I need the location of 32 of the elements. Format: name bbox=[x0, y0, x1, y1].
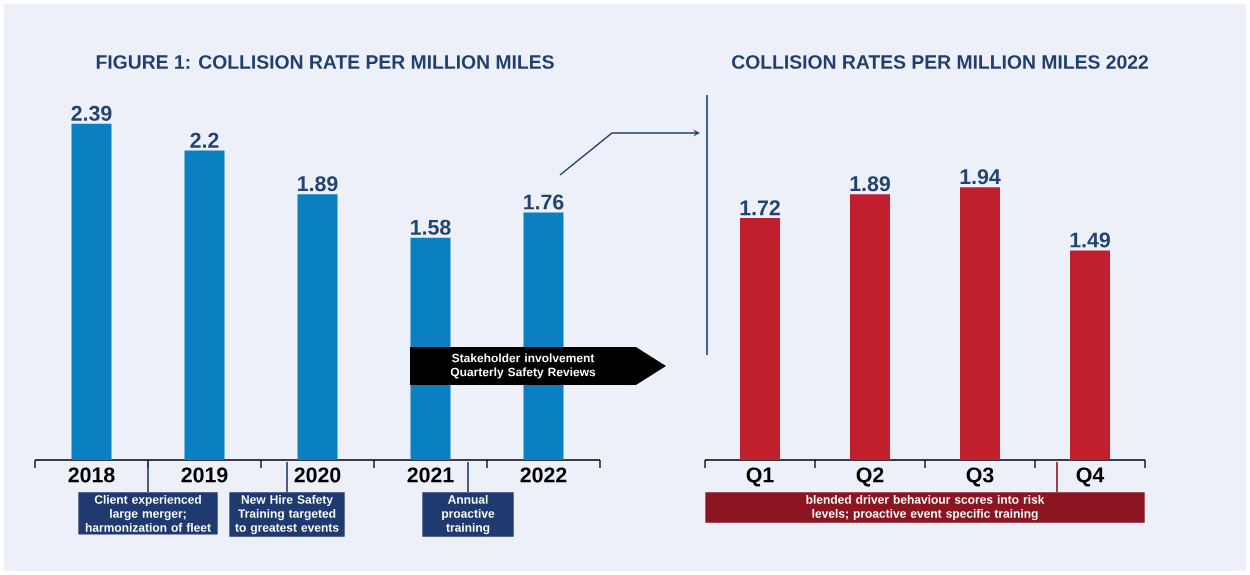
text: Annual proactive training bbox=[442, 494, 495, 535]
data-label: 2.39 bbox=[71, 105, 112, 121]
x-tick-label: 2018 bbox=[68, 467, 115, 483]
bar bbox=[740, 218, 781, 460]
x-tick-label: Q4 bbox=[1076, 467, 1105, 487]
data-label: 1.89 bbox=[298, 176, 338, 192]
data-label: 1.76 bbox=[524, 194, 564, 210]
text: blended driver behaviour scores into risk levels; proactive event specific training bbox=[806, 494, 1045, 521]
annotation: Stakeholder involvement Quarterly Safety Reviews bbox=[450, 353, 596, 379]
x-tick-label: Q1 bbox=[746, 467, 774, 487]
bar bbox=[297, 194, 338, 460]
chart-title: FIGURE 1: COLLISION RATE PER MILLION MILES bbox=[96, 55, 554, 69]
bar bbox=[1070, 250, 1111, 460]
data-label: 1.49 bbox=[1070, 232, 1110, 248]
bar bbox=[960, 187, 1001, 460]
x-tick-label: Q3 bbox=[966, 467, 994, 487]
data-label: 1.94 bbox=[960, 169, 1001, 185]
data-label: 2.2 bbox=[190, 132, 219, 148]
chart-title: COLLISION RATES PER MILLION MILES 2022 bbox=[732, 55, 1148, 69]
data-label: 1.72 bbox=[740, 200, 780, 216]
x-tick-label: Q2 bbox=[856, 467, 884, 487]
text: Client experienced large merger; harmonization of fleet bbox=[85, 494, 211, 532]
bar bbox=[184, 150, 225, 460]
bar bbox=[850, 194, 891, 460]
x-tick-label: 2022 bbox=[520, 467, 567, 483]
x-tick-label: 2021 bbox=[407, 467, 454, 483]
x-tick-label: 2019 bbox=[181, 467, 228, 483]
data-label: 1.58 bbox=[411, 219, 451, 235]
text: New Hire Safety Training targeted to greatest events bbox=[235, 494, 339, 535]
x-tick-label: 2020 bbox=[294, 467, 341, 483]
bar bbox=[71, 123, 112, 460]
data-label: 1.89 bbox=[850, 176, 890, 192]
